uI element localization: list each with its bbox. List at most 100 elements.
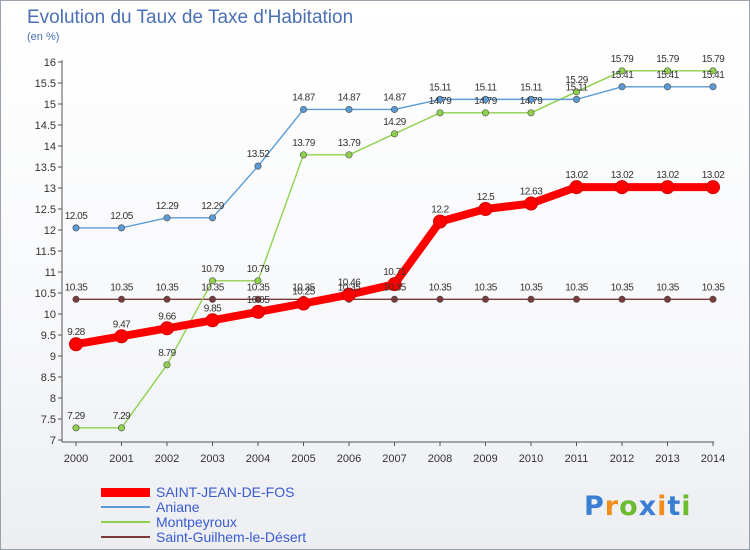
data-point-saint-jean-de-fos [706,180,720,195]
data-label-saint-guilhem-le-desert: 10.35 [565,282,588,293]
y-tick-label: 8 [50,393,56,405]
data-label-saint-guilhem-le-desert: 10.35 [429,282,452,293]
data-label-saint-jean-de-fos: 9.66 [158,311,176,322]
data-point-saint-guilhem-le-desert [254,295,262,303]
data-label-saint-jean-de-fos: 12.5 [477,192,495,203]
data-point-aniane [163,214,171,222]
data-label-saint-guilhem-le-desert: 10.35 [292,282,315,293]
data-point-montpeyroux [118,424,126,432]
y-tick-label: 13 [44,183,56,195]
y-tick-label: 13.5 [35,162,56,174]
y-tick-label: 11.5 [35,246,56,258]
data-point-aniane [118,224,126,232]
data-point-aniane [436,95,444,103]
x-tick-label: 2014 [701,453,725,465]
data-label-saint-guilhem-le-desert: 10.35 [65,282,88,293]
logo-letter: o [619,491,639,522]
x-tick-label: 2003 [200,453,224,465]
data-point-aniane [572,95,580,103]
data-point-montpeyroux [72,424,80,432]
data-label-saint-guilhem-le-desert: 10.35 [656,282,679,293]
data-label-saint-jean-de-fos: 9.47 [113,319,131,330]
data-point-saint-jean-de-fos [251,304,265,319]
data-label-saint-jean-de-fos: 13.02 [702,170,725,181]
data-point-aniane [527,95,535,103]
x-tick-label: 2001 [109,453,133,465]
x-tick-label: 2002 [155,453,179,465]
x-tick-label: 2008 [428,453,452,465]
data-label-montpeyroux: 7.29 [67,411,85,422]
data-label-saint-guilhem-le-desert: 10.35 [520,282,543,293]
legend-label: Saint-Guilhem-le-Désert [156,529,307,545]
y-tick-label: 9 [50,351,56,363]
data-point-aniane [618,83,626,91]
data-label-saint-guilhem-le-desert: 10.35 [611,282,634,293]
data-point-aniane [481,95,489,103]
data-point-montpeyroux [527,109,535,117]
chart-title: Evolution du Taux de Taxe d'Habitation [27,7,354,28]
data-label-montpeyroux: 14.29 [383,117,406,128]
data-label-montpeyroux: 10.79 [201,264,224,275]
data-label-saint-jean-de-fos: 12.63 [520,187,543,198]
data-point-saint-jean-de-fos [296,296,311,311]
y-tick-label: 15 [44,99,56,111]
data-label-saint-guilhem-le-desert: 10.35 [338,282,361,293]
data-label-montpeyroux: 7.29 [113,411,131,422]
data-point-saint-guilhem-le-desert [709,295,717,303]
data-point-montpeyroux [254,277,262,285]
legend-label: SAINT-JEAN-DE-FOS [156,484,295,500]
data-point-saint-jean-de-fos [478,202,493,216]
y-tick-label: 11 [45,267,56,279]
legend-label: Aniane [156,499,200,515]
y-tick-label: 16 [44,57,56,69]
data-point-saint-guilhem-le-desert [390,295,398,303]
y-tick-label: 9.5 [41,330,56,342]
data-label-saint-jean-de-fos: 9.28 [67,327,85,338]
data-label-saint-guilhem-le-desert: 10.35 [156,282,179,293]
x-tick-label: 2007 [382,453,406,465]
data-point-saint-jean-de-fos [615,180,629,195]
logo-letter: x [638,491,658,522]
data-label-aniane: 13.52 [247,149,270,160]
data-label-aniane: 15.41 [702,70,725,81]
data-label-aniane: 14.87 [383,92,406,103]
x-tick-label: 2011 [565,453,589,465]
data-point-saint-jean-de-fos [569,180,584,195]
data-point-saint-guilhem-le-desert [436,295,444,303]
data-label-saint-jean-de-fos: 12.2 [431,205,449,216]
data-label-aniane: 15.11 [429,82,452,93]
y-tick-label: 15.5 [35,78,56,90]
data-label-montpeyroux: 13.79 [338,138,361,149]
data-label-saint-jean-de-fos: 13.02 [611,170,634,181]
data-label-aniane: 15.11 [566,82,589,93]
data-label-montpeyroux: 15.79 [611,54,634,65]
data-label-montpeyroux: 8.79 [158,348,176,359]
legend-swatch [101,488,150,497]
data-label-saint-guilhem-le-desert: 10.35 [247,282,270,293]
legend-swatch [101,506,150,508]
data-point-saint-jean-de-fos [205,313,220,328]
data-point-montpeyroux [618,67,626,75]
data-label-aniane: 15.11 [475,82,498,93]
data-label-montpeyroux: 15.29 [565,75,588,86]
data-label-saint-guilhem-le-desert: 10.35 [702,282,725,293]
y-tick-label: 14.5 [35,120,56,132]
data-point-montpeyroux [709,67,717,75]
data-point-aniane [254,162,262,170]
data-label-saint-guilhem-le-desert: 10.35 [201,282,224,293]
logo-letter: P [584,491,605,522]
data-point-montpeyroux [436,109,444,117]
legend-label: Montpeyroux [156,514,237,530]
logo-letter: t [667,491,682,522]
logo-letter: r [604,491,620,522]
data-point-saint-jean-de-fos [160,321,174,336]
data-point-saint-guilhem-le-desert [72,295,80,303]
data-point-saint-guilhem-le-desert [527,295,535,303]
data-label-montpeyroux: 15.79 [702,54,725,65]
data-label-saint-guilhem-le-desert: 10.35 [110,282,133,293]
data-label-saint-jean-de-fos: 10.25 [292,287,315,298]
data-point-saint-jean-de-fos [433,214,447,229]
data-point-montpeyroux [345,151,353,159]
data-point-saint-jean-de-fos [342,287,356,302]
